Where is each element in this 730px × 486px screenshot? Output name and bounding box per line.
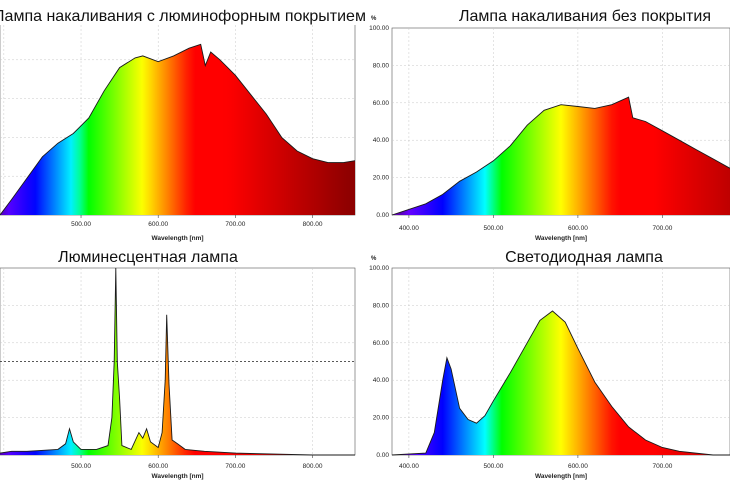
chart-title: Люминесцентная лампа — [58, 249, 238, 266]
x-tick-label: 500.00 — [483, 225, 503, 232]
y-tick-label: 60.00 — [373, 100, 390, 107]
y-tick-label: 20.00 — [373, 175, 390, 182]
x-tick-label: 400.00 — [399, 463, 419, 470]
spectrum-curve — [391, 310, 730, 456]
spectrum-curve — [0, 43, 356, 216]
chart-panel-4: 400.00 500.00 600.00 700.00 0.00 20.00 40.00 60… — [369, 249, 730, 480]
chart-panel-1: 500.00 600.00 700.00 800.00 Wavelength [nm] Л… — [0, 8, 369, 242]
chart-title: Светодиодная лампа — [505, 249, 663, 266]
chart-title-background — [456, 8, 714, 25]
y-tick-label: 20.00 — [373, 415, 390, 422]
chart-title-background — [502, 249, 666, 266]
x-axis-label: Wavelength [nm] — [535, 473, 587, 480]
x-tick-label: 500.00 — [71, 463, 91, 470]
x-tick-label: 800.00 — [303, 221, 323, 228]
x-tick-label: 700.00 — [652, 225, 672, 232]
chart-title: Лампа накаливания без покрытия — [459, 8, 711, 25]
y-tick-label: 100.00 — [369, 25, 389, 32]
chart-panel-2: 400.00 500.00 600.00 700.00 0.00 20.00 40.00 60… — [369, 8, 730, 242]
x-tick-label: 500.00 — [483, 463, 503, 470]
y-tick-label: 40.00 — [373, 377, 390, 384]
x-tick-label: 800.00 — [303, 463, 323, 470]
spectrum-area — [0, 44, 355, 215]
x-tick-label: 500.00 — [71, 221, 91, 228]
x-tick-label: 700.00 — [652, 463, 672, 470]
spectrum-area — [392, 97, 730, 215]
x-tick-label: 600.00 — [148, 221, 168, 228]
y-axis-label: % — [371, 256, 377, 262]
spectrum-curve — [0, 267, 355, 456]
x-tick-label: 700.00 — [225, 463, 245, 470]
x-tick-label: 600.00 — [148, 463, 168, 470]
spectrum-curve — [391, 96, 730, 216]
y-axis-label: % — [371, 16, 377, 22]
y-tick-label: 0.00 — [376, 212, 389, 219]
chart-panel-3: 500.00 600.00 700.00 800.00 Wavelength [nm] Л… — [0, 249, 356, 480]
spectrum-area — [392, 311, 730, 455]
x-tick-label: 700.00 — [225, 221, 245, 228]
chart-title-background — [55, 249, 241, 266]
y-tick-label: 80.00 — [373, 302, 390, 309]
x-tick-label: 400.00 — [399, 225, 419, 232]
y-tick-label: 80.00 — [373, 62, 390, 69]
y-tick-label: 0.00 — [376, 452, 389, 459]
x-axis-label: Wavelength [nm] — [535, 235, 587, 242]
chart-title-background — [0, 8, 369, 25]
x-tick-label: 600.00 — [568, 225, 588, 232]
chart-title: Лампа накаливания с люминофорным покрыти… — [0, 8, 366, 25]
x-tick-label: 600.00 — [568, 463, 588, 470]
x-axis-label: Wavelength [nm] — [151, 235, 203, 242]
y-tick-label: 100.00 — [369, 265, 389, 272]
x-axis-label: Wavelength [nm] — [151, 473, 203, 480]
y-tick-label: 40.00 — [373, 137, 390, 144]
y-tick-label: 60.00 — [373, 340, 390, 347]
